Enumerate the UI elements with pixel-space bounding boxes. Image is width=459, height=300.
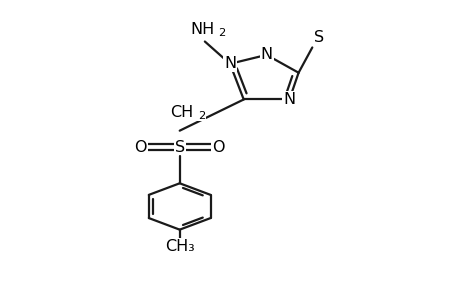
Text: N: N bbox=[283, 92, 295, 107]
Text: CH: CH bbox=[170, 105, 193, 120]
Text: S: S bbox=[313, 30, 324, 45]
Text: 2: 2 bbox=[218, 28, 225, 38]
Text: N: N bbox=[260, 47, 272, 62]
Text: CH₃: CH₃ bbox=[164, 239, 194, 254]
Text: O: O bbox=[134, 140, 147, 154]
Text: O: O bbox=[212, 140, 224, 154]
Text: S: S bbox=[174, 140, 185, 154]
Text: NH: NH bbox=[190, 22, 214, 37]
Text: N: N bbox=[224, 56, 235, 71]
Text: 2: 2 bbox=[197, 111, 205, 121]
